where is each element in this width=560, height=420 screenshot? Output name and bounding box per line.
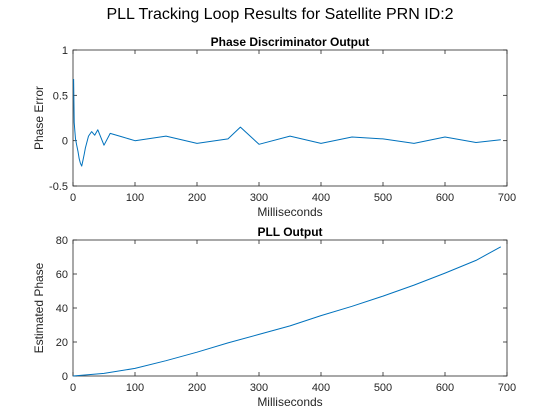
axes-2: 0 100 200 300 400 500 600 700 0 20 40 60 80 PLL Outpu…	[32, 225, 516, 409]
x-tick-label: 700	[498, 382, 516, 394]
y-tick-label: 0	[62, 136, 68, 148]
axes-box	[72, 49, 508, 187]
x-tick-label: 600	[436, 192, 454, 204]
x-tick-label: 100	[126, 192, 144, 204]
series-line	[73, 78, 501, 167]
x-tick-label: 400	[312, 192, 330, 204]
y-tick-label: 60	[56, 269, 68, 281]
x-tick-label: 500	[374, 382, 392, 394]
axes-title: Phase Discriminator Output	[211, 35, 370, 49]
x-tick-label: 100	[126, 382, 144, 394]
x-tick-label: 300	[250, 382, 268, 394]
series-line	[72, 246, 502, 377]
x-tick-label: 700	[498, 192, 516, 204]
x-tick-label: 200	[188, 382, 206, 394]
x-tick-label: 200	[188, 192, 206, 204]
y-tick-label: 0.5	[53, 90, 68, 102]
y-tick-label: 40	[56, 303, 68, 315]
x-axis-label: Milliseconds	[257, 205, 322, 219]
x-axis-label: Milliseconds	[257, 395, 322, 409]
axes-box	[72, 239, 508, 377]
y-tick-label: -0.5	[49, 181, 68, 193]
axes-title: PLL Output	[257, 225, 322, 239]
x-tick-label: 500	[374, 192, 392, 204]
y-tick-label: 1	[62, 45, 68, 57]
x-tick-label: 0	[70, 382, 76, 394]
x-tick-label: 400	[312, 382, 330, 394]
y-tick-label: 80	[56, 235, 68, 247]
figure-title: PLL Tracking Loop Results for Satellite …	[106, 6, 454, 23]
x-tick-label: 300	[250, 192, 268, 204]
y-tick-label: 0	[62, 371, 68, 383]
x-tick-label: 0	[70, 192, 76, 204]
y-axis-label: Phase Error	[32, 86, 46, 150]
y-tick-label: 20	[56, 337, 68, 349]
x-tick-label: 600	[436, 382, 454, 394]
y-axis-label: Estimated Phase	[32, 262, 46, 353]
